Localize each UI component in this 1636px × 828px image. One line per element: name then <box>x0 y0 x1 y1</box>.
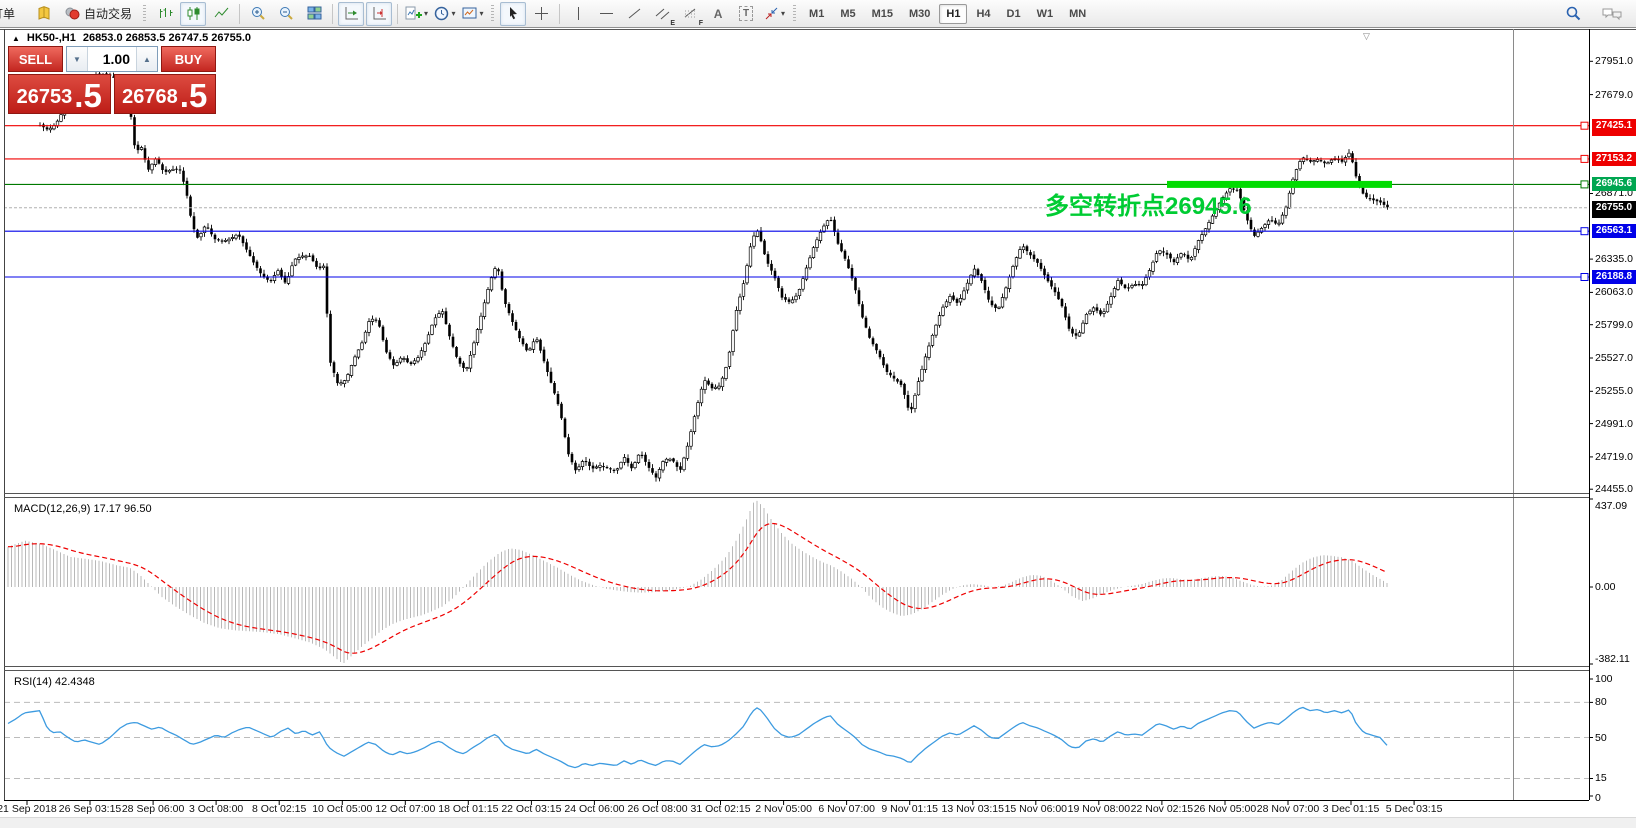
volume-input[interactable]: 1.00 <box>102 51 130 67</box>
symbol-period-label: HK50-,H1 <box>26 32 76 44</box>
timeframe-m1-button[interactable]: M1 <box>809 7 825 20</box>
buy-price-int: 26768 <box>122 86 178 108</box>
sell-price-frac: .5 <box>74 77 102 114</box>
vertical-line-tool-button[interactable] <box>565 2 591 26</box>
text-tool-glyph: A <box>713 6 723 21</box>
text-tool-button[interactable]: A <box>705 2 731 26</box>
chevron-down-icon[interactable]: ▾ <box>781 9 786 18</box>
line-handle <box>1580 273 1589 281</box>
label-tool-glyph: T <box>738 6 754 21</box>
tile-windows-button[interactable] <box>301 2 327 26</box>
horizontal-lines[interactable] <box>4 121 1589 281</box>
timeframe-mn-button[interactable]: MN <box>1069 7 1087 20</box>
line-chart-type-button[interactable] <box>208 2 234 26</box>
fib-glyph: F <box>698 19 704 27</box>
thick-trend-segment <box>1167 180 1392 188</box>
chart-shift-marker-icon[interactable]: ▽ <box>1363 31 1370 41</box>
chevron-down-icon[interactable]: ▾ <box>451 9 456 18</box>
volume-increase-button[interactable]: ▲ <box>136 47 157 71</box>
line-handle <box>1580 121 1589 130</box>
cursor-tool-button[interactable] <box>500 1 527 26</box>
timeframe-w1-button[interactable]: W1 <box>1036 7 1054 20</box>
chat-button[interactable] <box>1599 2 1625 26</box>
equidistant-channel-tool-button[interactable]: E <box>649 2 676 27</box>
macd-indicator <box>7 500 1388 663</box>
arrows-tool-button[interactable]: ▾ <box>761 2 787 26</box>
indicators-button[interactable]: ▾ <box>403 2 429 26</box>
chart-header: ▲ HK50-,H1 26853.0 26853.5 26747.5 26755… <box>12 32 251 44</box>
timeframe-toolbar: M1 M5 M15 M30 H1 H4 D1 W1 MN <box>801 3 1094 24</box>
chevron-down-icon[interactable]: ▾ <box>479 9 484 18</box>
buy-button[interactable]: BUY <box>161 46 216 72</box>
rsi-line <box>7 706 1388 769</box>
toolbar-grip[interactable] <box>793 4 797 23</box>
main-toolbar: 订单 自动交易 ▾ ▾ ▾ E F A T ▾ M1 M5 M15 M30 H1 <box>0 0 1636 28</box>
line-handle <box>1580 180 1589 189</box>
ohlc-values: 26853.0 26853.5 26747.5 26755.0 <box>82 32 252 44</box>
channel-glyph: E <box>670 19 676 27</box>
new-order-label: 订单 <box>0 7 16 21</box>
volume-spinner: ▼ 1.00 ▲ <box>66 46 158 72</box>
timeframe-m30-button[interactable]: M30 <box>909 7 931 20</box>
zoom-out-button[interactable] <box>273 2 299 26</box>
autotrade-button[interactable]: 自动交易 <box>59 2 137 26</box>
timeframe-h4-button[interactable]: H4 <box>976 7 991 20</box>
volume-decrease-button[interactable]: ▼ <box>67 47 88 71</box>
one-click-trading-panel: SELL ▼ 1.00 ▲ BUY 26753 .5 26768 .5 <box>8 46 216 114</box>
crosshair-tool-button[interactable] <box>528 2 554 26</box>
new-order-button[interactable]: 订单 <box>0 5 30 22</box>
toolbar-separator <box>239 3 241 24</box>
buy-price-frac: .5 <box>179 77 208 114</box>
sell-button[interactable]: SELL <box>8 46 63 72</box>
autotrade-icon <box>65 7 80 20</box>
trendline-tool-button[interactable] <box>621 2 647 26</box>
text-label-tool-button[interactable]: T <box>733 2 759 26</box>
candles <box>38 69 1389 482</box>
buy-price-button[interactable]: 26768 .5 <box>113 74 216 114</box>
horizontal-line-tool-button[interactable] <box>593 2 619 26</box>
zoom-in-button[interactable] <box>245 2 271 26</box>
line-handle <box>1580 154 1589 163</box>
chart-frame <box>0 29 1636 805</box>
chevron-down-icon[interactable]: ▾ <box>424 9 429 18</box>
timeframe-d1-button[interactable]: D1 <box>1006 7 1021 20</box>
pivot-annotation[interactable]: 多空转折点26945.6 <box>1045 193 1252 220</box>
macd-signal-line <box>7 522 1388 654</box>
chart-shift-button[interactable] <box>366 1 393 26</box>
toolbar-grip[interactable] <box>143 4 147 23</box>
timeframe-m15-button[interactable]: M15 <box>871 7 893 20</box>
macd-histogram <box>7 500 1388 663</box>
fibonacci-tool-button[interactable]: F <box>677 2 704 27</box>
autotrade-label: 自动交易 <box>84 7 133 21</box>
symbol-marker-icon: ▲ <box>12 33 20 43</box>
toolbar-grip[interactable] <box>491 4 495 23</box>
sell-price-int: 26753 <box>16 86 73 108</box>
line-handle <box>1580 227 1589 236</box>
sell-price-button[interactable]: 26753 .5 <box>8 74 111 114</box>
history-center-icon[interactable] <box>31 2 57 26</box>
status-strip <box>0 817 1636 828</box>
search-button[interactable] <box>1561 2 1587 26</box>
rsi-indicator <box>4 701 1589 779</box>
toolbar-separator <box>559 3 561 24</box>
candlestick-chart-type-button[interactable] <box>180 1 207 26</box>
templates-button[interactable]: ▾ <box>459 2 485 26</box>
auto-scroll-button[interactable] <box>338 1 365 26</box>
periods-button[interactable]: ▾ <box>431 2 457 26</box>
toolbar-separator <box>332 3 334 24</box>
toolbar-separator <box>397 3 399 24</box>
timeframe-h1-button[interactable]: H1 <box>939 3 968 24</box>
bar-chart-type-button[interactable] <box>152 2 178 26</box>
timeframe-m5-button[interactable]: M5 <box>840 7 856 20</box>
